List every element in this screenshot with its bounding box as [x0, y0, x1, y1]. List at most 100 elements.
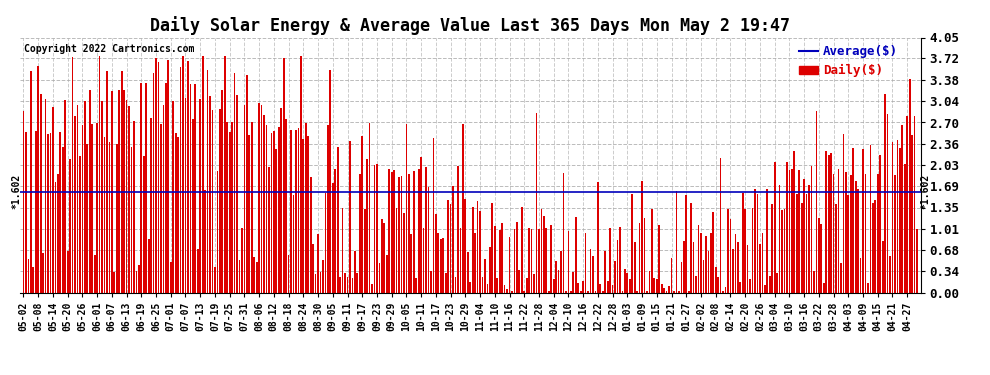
Bar	[71, 57, 73, 292]
Bar	[136, 272, 138, 292]
Bar	[514, 228, 516, 292]
Bar	[150, 118, 152, 292]
Bar	[452, 186, 454, 292]
Bar	[723, 291, 724, 292]
Bar	[619, 227, 621, 292]
Bar	[79, 156, 81, 292]
Bar	[902, 125, 903, 292]
Bar	[104, 137, 105, 292]
Bar	[529, 228, 530, 292]
Bar	[828, 155, 830, 292]
Bar	[788, 170, 790, 292]
Bar	[246, 75, 248, 292]
Bar	[609, 228, 611, 292]
Bar	[658, 225, 660, 292]
Bar	[180, 67, 181, 292]
Bar	[421, 157, 422, 292]
Bar	[479, 211, 481, 292]
Bar	[494, 226, 496, 292]
Bar	[759, 244, 760, 292]
Bar	[322, 260, 324, 292]
Bar	[345, 273, 346, 292]
Bar	[683, 241, 685, 292]
Bar	[656, 279, 657, 292]
Bar	[715, 267, 717, 292]
Bar	[779, 185, 780, 292]
Bar	[50, 133, 51, 292]
Bar	[30, 71, 32, 292]
Bar	[614, 261, 616, 292]
Bar	[713, 213, 714, 292]
Bar	[234, 74, 236, 292]
Bar	[600, 284, 601, 292]
Bar	[268, 167, 270, 292]
Bar	[418, 169, 420, 292]
Bar	[81, 124, 83, 292]
Bar	[634, 242, 636, 292]
Bar	[162, 105, 164, 292]
Bar	[35, 131, 37, 292]
Bar	[219, 109, 221, 292]
Bar	[295, 130, 297, 292]
Bar	[695, 276, 697, 292]
Bar	[275, 148, 277, 292]
Bar	[433, 138, 435, 292]
Bar	[209, 96, 211, 292]
Bar	[472, 207, 473, 292]
Bar	[197, 249, 199, 292]
Bar	[764, 285, 765, 292]
Bar	[882, 241, 883, 292]
Bar	[76, 105, 78, 292]
Bar	[590, 249, 591, 292]
Bar	[570, 291, 572, 292]
Bar	[506, 289, 508, 292]
Bar	[189, 84, 191, 292]
Bar	[665, 291, 667, 292]
Bar	[842, 134, 844, 292]
Bar	[482, 277, 483, 292]
Bar	[38, 66, 39, 292]
Bar	[43, 254, 44, 292]
Bar	[116, 144, 118, 292]
Bar	[869, 145, 871, 292]
Bar	[718, 277, 719, 292]
Bar	[786, 162, 788, 292]
Bar	[64, 100, 66, 292]
Bar	[119, 90, 120, 292]
Bar	[288, 255, 289, 292]
Bar	[629, 279, 631, 292]
Bar	[462, 124, 463, 292]
Bar	[637, 291, 638, 292]
Bar	[484, 259, 486, 292]
Bar	[823, 284, 825, 292]
Bar	[69, 159, 71, 292]
Bar	[192, 119, 194, 292]
Bar	[703, 260, 704, 292]
Bar	[872, 202, 874, 292]
Bar	[572, 272, 574, 292]
Bar	[592, 255, 594, 292]
Bar	[622, 291, 624, 292]
Bar	[607, 280, 609, 292]
Bar	[157, 62, 159, 292]
Bar	[727, 209, 729, 292]
Bar	[303, 140, 304, 292]
Bar	[84, 101, 86, 292]
Bar	[285, 118, 287, 292]
Bar	[685, 195, 687, 292]
Bar	[62, 147, 63, 292]
Bar	[565, 291, 567, 292]
Bar	[242, 228, 243, 292]
Bar	[541, 209, 543, 292]
Bar	[545, 228, 547, 292]
Bar	[521, 207, 523, 292]
Bar	[534, 274, 535, 292]
Bar	[371, 284, 373, 292]
Bar	[467, 252, 468, 292]
Bar	[539, 228, 540, 292]
Bar	[909, 79, 911, 292]
Bar	[642, 181, 643, 292]
Bar	[111, 91, 113, 292]
Bar	[74, 116, 76, 292]
Bar	[678, 291, 680, 292]
